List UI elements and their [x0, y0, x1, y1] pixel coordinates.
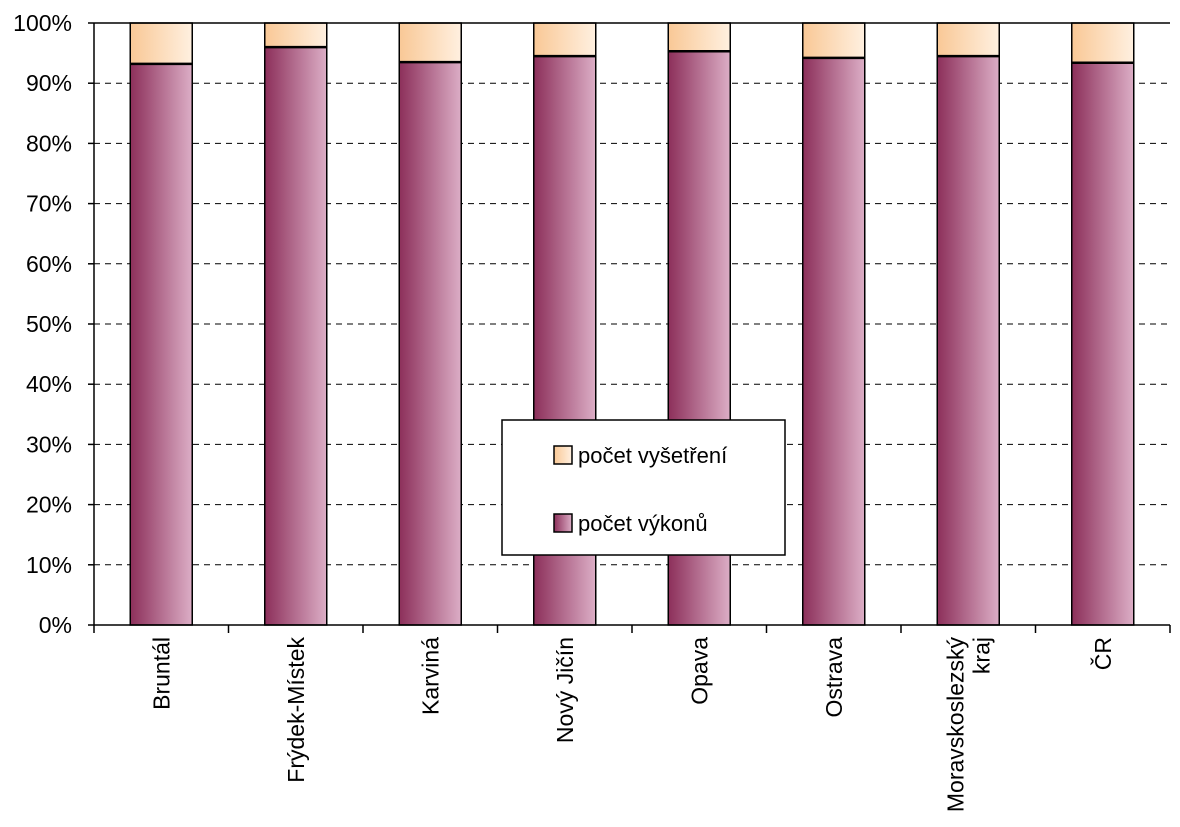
bar-pocet-vysetreni — [936, 22, 1000, 57]
x-category-label-line: Moravskoslezský — [942, 637, 968, 813]
x-category-label-line: Bruntál — [148, 637, 174, 710]
y-tick-label: 20% — [26, 492, 72, 518]
x-category-label: Bruntál — [148, 637, 174, 710]
y-tick-label: 0% — [39, 612, 72, 638]
bar-pocet-vykonu — [1071, 61, 1135, 626]
legend-swatch — [553, 513, 573, 533]
legend-label: počet výkonů — [578, 511, 708, 536]
y-tick-label: 70% — [26, 191, 72, 217]
legend-box — [501, 419, 786, 556]
bar-pocet-vykonu — [264, 46, 328, 626]
bar-pocet-vysetreni — [398, 22, 462, 63]
x-category-label-line: Opava — [686, 637, 712, 705]
x-category-label: Frýdek-Místek — [283, 637, 309, 783]
bar-pocet-vykonu — [398, 61, 462, 626]
x-category-label: Opava — [686, 637, 712, 705]
x-category-label: Nový Jičín — [552, 637, 578, 743]
x-category-label-line: ČR — [1089, 637, 1116, 670]
x-category-label-line: Karviná — [417, 637, 443, 715]
x-category-label-line: Frýdek-Místek — [283, 637, 309, 783]
axes: 0% 10% 20% 30% 40% 50% 60% 70% 80% 90% 100% Bruntál… — [13, 10, 1171, 813]
bar-pocet-vysetreni — [802, 22, 866, 59]
x-category-label-line: Nový Jičín — [552, 637, 578, 743]
y-tick-label: 100% — [13, 10, 72, 36]
y-tick-label: 10% — [26, 552, 72, 578]
x-category-label: Ostrava — [821, 637, 847, 718]
x-category-label: Karviná — [417, 637, 443, 715]
legend: počet vyšetření počet výkonů — [501, 419, 786, 556]
y-tick-label: 50% — [26, 311, 72, 337]
x-category-label-line: kraj — [968, 637, 994, 674]
bar-pocet-vysetreni — [264, 22, 328, 48]
y-tick-label: 30% — [26, 431, 72, 457]
bar-pocet-vykonu — [802, 57, 866, 626]
y-tick-label: 90% — [26, 70, 72, 96]
y-tick-label: 60% — [26, 251, 72, 277]
y-tick-label: 80% — [26, 130, 72, 156]
bar-pocet-vykonu — [936, 55, 1000, 626]
y-tick-label: 40% — [26, 371, 72, 397]
legend-label: počet vyšetření — [578, 443, 727, 468]
bar-pocet-vysetreni — [129, 22, 193, 65]
x-category-label: ČR — [1089, 637, 1116, 670]
bar-pocet-vykonu — [129, 63, 193, 626]
x-category-label-line: Ostrava — [821, 637, 847, 718]
bar-pocet-vysetreni — [533, 22, 597, 57]
bar-pocet-vysetreni — [667, 22, 731, 53]
x-category-label: Moravskoslezský kraj — [942, 637, 994, 813]
bar-pocet-vysetreni — [1071, 22, 1135, 64]
legend-swatch — [553, 445, 573, 465]
